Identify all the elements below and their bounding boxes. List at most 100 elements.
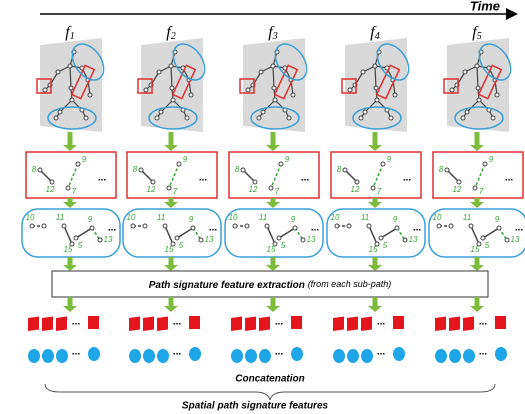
joint [347, 87, 353, 93]
blue-region [250, 106, 300, 130]
joint [232, 223, 238, 229]
red-region [137, 78, 153, 94]
joint [366, 223, 372, 229]
joint-number: 9 [387, 155, 392, 164]
joint [154, 115, 160, 121]
joint-number: 13 [307, 235, 316, 244]
joint-number: 10 [127, 213, 136, 222]
frame-symbol: f [65, 24, 72, 41]
joint [61, 223, 67, 229]
ellipsis: ... [275, 347, 284, 358]
output-label: Spatial path signature features [182, 401, 329, 412]
joint [494, 92, 500, 98]
joint [83, 115, 89, 121]
joint [174, 235, 180, 241]
red-region [70, 64, 96, 100]
subpath [242, 169, 256, 183]
joint-number: 9 [495, 215, 500, 224]
arrow-head [266, 202, 280, 208]
joint-number: 7 [479, 187, 484, 196]
time-label: Time [470, 0, 500, 13]
concatenation: Concatenation [235, 374, 304, 385]
joint [166, 185, 172, 191]
joint [264, 223, 270, 229]
blue-region [376, 43, 410, 81]
joint [244, 223, 250, 229]
joint [354, 179, 360, 185]
joint [150, 179, 156, 185]
joint [482, 161, 488, 167]
feature-circle [463, 349, 475, 363]
joint [158, 109, 164, 115]
subpath [474, 163, 486, 189]
joint [476, 97, 482, 103]
blue-region [47, 106, 97, 130]
joint-number: 12 [351, 185, 360, 194]
bone [364, 99, 378, 113]
subpath [164, 225, 174, 245]
joint-number: 10 [26, 213, 35, 222]
brace [44, 383, 496, 401]
feature-square [361, 316, 372, 331]
frame-symbol: f [268, 24, 275, 41]
feature-circle [56, 349, 68, 363]
joint [394, 225, 400, 231]
joint-number: 9 [393, 215, 398, 224]
joint-number: 8 [337, 165, 342, 174]
ellipsis: ... [173, 347, 182, 358]
ellipsis: ... [505, 173, 514, 184]
joint [374, 241, 380, 247]
ellipsis: ... [301, 173, 310, 184]
arrow-head [368, 306, 382, 312]
ellipsis: ... [173, 317, 182, 328]
joint-number: 9 [183, 155, 188, 164]
feature-square [463, 316, 474, 331]
joint [245, 87, 251, 93]
joint [55, 69, 61, 75]
arrow-head [470, 145, 484, 151]
joint [138, 167, 144, 173]
arrow-head [63, 202, 77, 208]
feature-circle [361, 349, 373, 363]
subpath [39, 169, 53, 183]
joint [271, 85, 277, 91]
joint-number: 10 [433, 213, 442, 222]
subpath [470, 225, 480, 245]
joint [392, 92, 398, 98]
joint-number: 15 [64, 245, 73, 254]
blue-region [274, 43, 308, 81]
joint [370, 185, 376, 191]
red-region [375, 64, 401, 100]
joint [260, 109, 266, 115]
feature-square [347, 316, 358, 331]
feature-circle [347, 349, 359, 363]
arrow-head [470, 202, 484, 208]
arrow-head [164, 202, 178, 208]
feature-square [291, 316, 302, 329]
ellipsis: ... [72, 347, 81, 358]
joint [372, 63, 378, 69]
joint [41, 223, 47, 229]
joint-number: 5 [78, 241, 83, 250]
joint-number: 11 [361, 213, 369, 222]
bone [160, 99, 174, 113]
joint [29, 223, 35, 229]
ellipsis: ... [108, 223, 117, 234]
joint [360, 69, 366, 75]
arrow-head [368, 202, 382, 208]
joint [143, 87, 149, 93]
ellipsis: ... [515, 223, 524, 234]
feature-circle [129, 349, 141, 363]
ellipsis: ... [72, 317, 81, 328]
arrow-head [63, 145, 77, 151]
arrow-head [266, 265, 280, 271]
ellipsis: ... [209, 223, 218, 234]
joint-number: 8 [133, 165, 138, 174]
joint-number: 9 [88, 215, 93, 224]
joint [57, 109, 63, 115]
ellipsis: ... [479, 317, 488, 328]
subpath [63, 225, 73, 245]
joint [170, 241, 176, 247]
joint-number: 11 [157, 213, 165, 222]
subpath [372, 163, 384, 189]
